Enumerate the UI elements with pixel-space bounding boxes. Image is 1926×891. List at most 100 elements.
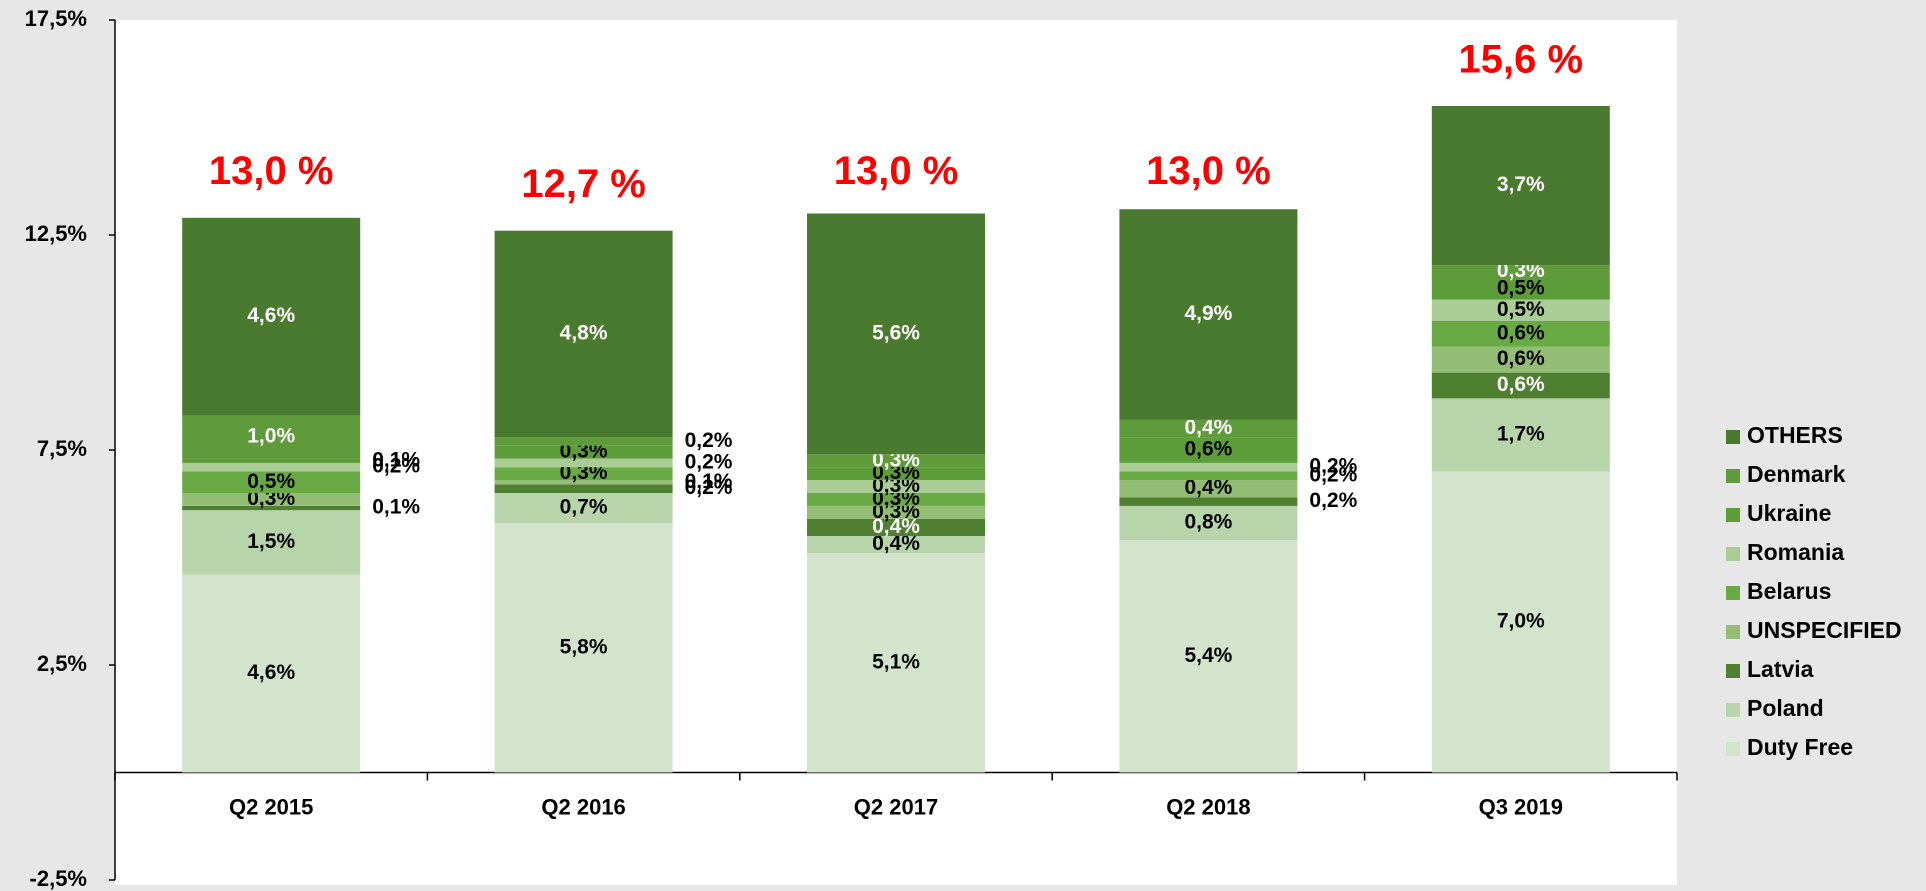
legend-label: Romania — [1747, 539, 1844, 565]
y-tick-label: -2,5% — [30, 866, 87, 891]
data-label: 0,2% — [685, 476, 733, 499]
bar-segment — [807, 213, 985, 455]
bar-segment — [1431, 278, 1610, 300]
bar-segment — [182, 462, 361, 472]
legend-swatch — [1726, 703, 1740, 717]
bar-segment — [1431, 321, 1610, 347]
data-label: 4,9% — [1184, 302, 1232, 325]
bar-segment — [494, 467, 673, 481]
x-tick-label: Q2 2016 — [541, 794, 625, 819]
data-label: 0,1% — [372, 448, 420, 471]
legend-label: Latvia — [1747, 656, 1814, 682]
bar-segment — [494, 230, 673, 438]
data-label: 0,6% — [1497, 321, 1545, 344]
data-label: 5,1% — [872, 650, 920, 673]
bar-segment — [494, 484, 673, 493]
legend-swatch — [1726, 586, 1740, 600]
data-label: 5,4% — [1184, 644, 1232, 667]
data-label: 0,6% — [1184, 438, 1232, 461]
bar-segment — [1119, 209, 1298, 420]
data-label: 4,6% — [247, 661, 295, 684]
bar-segment — [182, 415, 361, 459]
data-label: 4,6% — [247, 304, 295, 327]
data-label: 0,2% — [1309, 463, 1357, 486]
data-label: 0,4% — [872, 532, 920, 555]
data-label: 0,4% — [872, 515, 920, 538]
x-tick-label: Q3 2019 — [1479, 794, 1563, 819]
bar-segment — [807, 505, 985, 519]
bar-segment — [494, 458, 673, 468]
bar-segment — [807, 493, 985, 506]
bar-segment — [1119, 471, 1298, 481]
data-label: 0,6% — [1497, 373, 1545, 396]
y-tick-label: 2,5% — [37, 651, 87, 676]
bar-segment — [182, 217, 361, 416]
bar-segment — [494, 445, 673, 459]
x-tick-label: Q2 2018 — [1166, 794, 1250, 819]
total-label: 13,0 % — [1146, 149, 1271, 193]
data-label: 0,2% — [685, 450, 733, 473]
legend-swatch — [1726, 742, 1740, 756]
legend-swatch — [1726, 625, 1740, 639]
bar-segment — [494, 437, 673, 446]
total-label: 13,0 % — [834, 149, 959, 193]
y-tick-label: 17,5% — [25, 6, 87, 31]
data-label: 3,7% — [1497, 173, 1545, 196]
legend-swatch — [1726, 664, 1740, 678]
bar-segment — [807, 467, 985, 481]
bar-segment — [807, 536, 985, 554]
legend-swatch — [1726, 547, 1740, 561]
bar-segment — [1119, 540, 1298, 773]
legend-swatch — [1726, 469, 1740, 483]
data-label: 0,4% — [1184, 476, 1232, 499]
bar-segment — [807, 518, 985, 536]
data-label: 0,1% — [372, 496, 420, 519]
legend-label: Poland — [1747, 695, 1824, 721]
bar-segment — [182, 510, 361, 575]
legend-label: Ukraine — [1747, 500, 1831, 526]
bar-segment — [494, 493, 673, 524]
bar-segment — [1431, 398, 1610, 472]
data-label: 0,6% — [1497, 347, 1545, 370]
bar-segment — [1431, 106, 1610, 266]
bar-segment — [1119, 497, 1298, 506]
bar-segment — [182, 458, 361, 463]
data-label: 5,6% — [872, 321, 920, 344]
data-label: 1,0% — [247, 425, 295, 448]
legend-label: OTHERS — [1747, 422, 1843, 448]
y-tick-label: 12,5% — [25, 221, 87, 246]
bar-segment — [182, 574, 361, 773]
legend-swatch — [1726, 508, 1740, 522]
data-label: 0,5% — [1497, 276, 1545, 299]
x-tick-label: Q2 2015 — [229, 794, 313, 819]
legend-label: UNSPECIFIED — [1747, 617, 1902, 643]
bar-segment — [1431, 265, 1610, 278]
legend-label: Belarus — [1747, 578, 1831, 604]
total-label: 15,6 % — [1459, 37, 1584, 81]
legend-label: Duty Free — [1747, 734, 1853, 760]
bar-segment — [1431, 471, 1610, 773]
data-label: 0,5% — [247, 470, 295, 493]
data-label: 0,4% — [1184, 416, 1232, 439]
bar-segment — [1119, 505, 1298, 541]
bar-segment — [182, 493, 361, 506]
data-label: 0,1% — [685, 470, 733, 493]
data-label: 0,2% — [372, 455, 420, 478]
data-label: 1,5% — [247, 530, 295, 553]
data-label: 0,8% — [1184, 511, 1232, 534]
bar-segment — [1119, 462, 1298, 472]
bar-segment — [1431, 346, 1610, 373]
data-label: 0,2% — [1309, 455, 1357, 478]
bar-segment — [494, 480, 673, 485]
bar-segment — [807, 454, 985, 468]
legend-swatch — [1726, 430, 1740, 444]
bar-segment — [807, 553, 985, 773]
bar-segment — [1431, 299, 1610, 321]
data-label: 1,7% — [1497, 422, 1545, 445]
bar-segment — [1119, 419, 1298, 438]
bar-segment — [807, 480, 985, 493]
data-label: 0,2% — [685, 429, 733, 452]
bar-segment — [182, 471, 361, 493]
data-label: 4,8% — [560, 321, 608, 344]
